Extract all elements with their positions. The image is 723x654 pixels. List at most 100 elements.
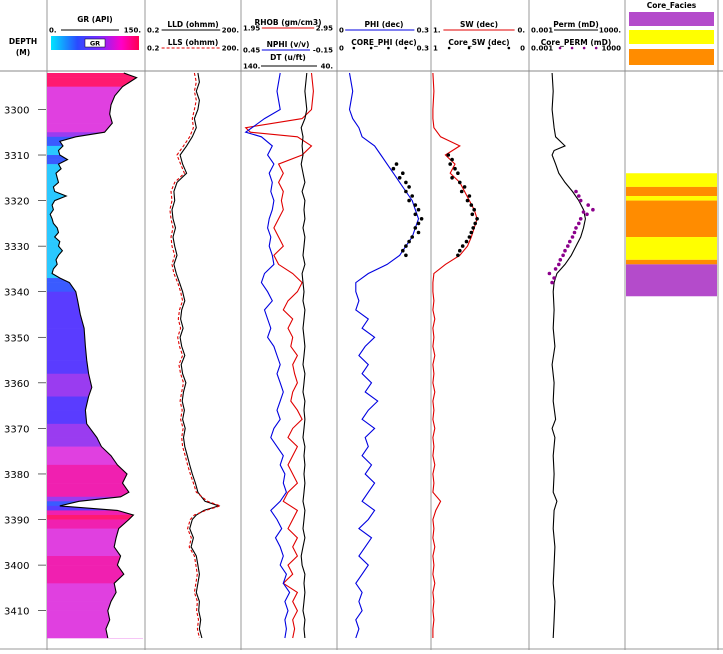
gr-fill-band [47,95,143,106]
curve-label: Core_PERM (mD) [541,38,612,47]
core-sample-point [558,258,563,262]
core-sample-point [471,226,476,230]
core-sample-point [419,217,424,221]
depth-tick-label: 3350 [4,333,29,344]
gr-fill-band [47,628,143,639]
gr-legend-badge [84,38,106,48]
core-sample-point [585,212,589,217]
curve-label: RHOB (gm/cm3) [254,18,321,27]
depth-tick-label: 3320 [4,197,29,208]
scale-min: 1 [433,45,438,53]
core-sample-point [467,194,472,198]
curve-label: LLS (ohmm) [168,38,219,47]
legend-dot [582,46,586,50]
gr-fill-band [47,565,143,575]
core-sample-point [394,162,399,166]
core-sample-point [472,207,477,212]
core-sample-point [557,262,561,267]
curve-line-3-0 [348,72,420,639]
scale-max: 0 [520,45,525,53]
gr-fill-band [47,73,143,78]
scale-max: -0.15 [313,47,333,55]
gr-fill-band [47,514,143,520]
core-sample-point [416,221,421,226]
facies-interval [626,173,717,187]
legend-dot [352,46,356,50]
gr-fill-band [47,483,143,493]
scale-min: 1. [433,27,441,35]
core-sample-point [416,207,421,212]
legend-dot [404,46,408,50]
facies-interval [626,264,717,297]
curve-line-2-1 [244,72,291,639]
curve-label: CORE_PHI (dec) [351,38,416,47]
depth-axis-unit: (M) [16,48,30,57]
core-sample-point [572,230,577,235]
gr-fill-label: GR [90,40,100,48]
core-sample-point [453,166,457,171]
curve-label: PHI (dec) [365,20,404,29]
depth-tick-label: 3310 [4,151,29,162]
core-sample-point [460,244,465,248]
core-sample-point [404,189,408,194]
gr-fill-band [47,86,143,97]
core-sample-point [467,235,472,239]
gr-fill-band [47,464,143,475]
legend-dot [487,46,491,50]
curve-line-gr [49,72,138,639]
core-sample-point [475,217,479,221]
scale-min: 0.001 [531,45,553,53]
legend-dot [558,46,562,50]
scale-max: 0.3 [417,27,430,35]
gr-scale-min: 0. [49,27,57,35]
core-sample-point [566,244,570,248]
depth-tick-label: 3300 [4,105,29,116]
scale-min: 0 [339,27,344,35]
core-sample-point [465,198,470,203]
scale-max: 200. [222,45,239,53]
scale-min: 0.2 [147,27,160,35]
core-sample-point [574,189,578,194]
scale-max: 0. [517,27,525,35]
gr-fill-band [47,519,143,529]
curve-label: NPHI (v/v) [267,40,310,49]
gr-fill-band [47,583,143,593]
gr-curve-label: GR (API) [77,15,113,24]
core-sample-point [410,235,415,239]
scale-max: 200. [222,27,239,35]
facies-interval [626,200,717,238]
curve-line-5-0 [551,72,586,639]
gr-fill-band [47,492,143,498]
core-sample-point [574,226,578,230]
scale-min: 0.2 [147,45,160,53]
core-sample-point [458,180,462,185]
core-sample-point [401,171,405,175]
core-sample-point [473,221,478,226]
core-sample-point [563,248,567,253]
core-sample-point [413,203,418,207]
core-sample-point [446,153,451,157]
scale-min: 0.45 [243,47,260,55]
gr-scale-max: 150. [124,27,141,35]
scale-min: 0 [339,45,344,53]
curve-line-1-0 [171,72,221,639]
gr-fill-band [47,510,143,516]
legend-dot [594,46,598,50]
core-sample-point [407,239,411,244]
gr-fill-band [47,114,143,124]
facies-interval [626,196,717,201]
core-sample-point [404,180,408,185]
curve-label: Core_SW (dec) [448,38,509,47]
core-sample-point [469,203,474,207]
depth-tick-label: 3330 [4,242,29,253]
core-sample-point [470,212,475,217]
core-sample-point [570,235,575,239]
core-sample-point [456,253,460,258]
depth-tick-label: 3370 [4,424,29,435]
core-sample-point [561,253,565,258]
core-sample-point [547,271,552,276]
depth-axis-title: DEPTH [9,37,37,46]
curve-line-2-0 [244,72,314,639]
core-sample-point [577,194,581,198]
